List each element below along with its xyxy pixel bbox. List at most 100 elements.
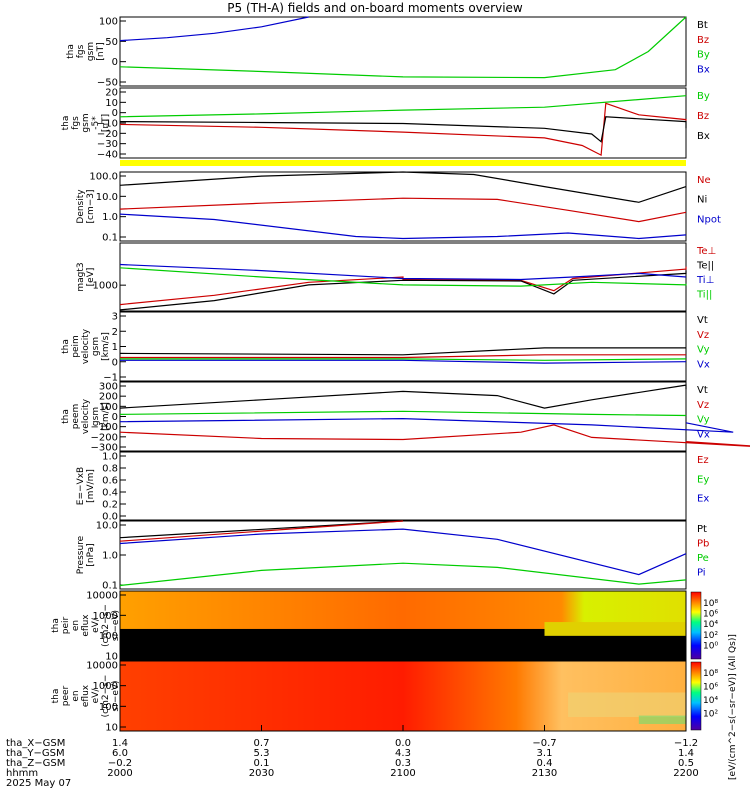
legend-black: Vt xyxy=(697,315,708,326)
colorbar-tick: 10² xyxy=(703,631,718,641)
colorbar-tick: 10⁶ xyxy=(703,683,718,693)
y-tick-label: 0.2 xyxy=(102,500,118,511)
series-line-Vt xyxy=(119,384,687,409)
y-tick-label: 1.0 xyxy=(102,551,118,562)
panel-5: 3 2 1 0 −1 thapeimvelocitygsm[km/s] Vt Vz Vy Vx xyxy=(61,311,710,384)
legend-blue: Npot xyxy=(697,214,721,225)
legend-blue: Vx xyxy=(697,359,710,370)
colorbar-label: [eV/(cm^2−s(−sr−eV)] (All Qs)] xyxy=(728,634,738,780)
series-line-Te⊥ xyxy=(119,266,687,306)
panel-frame xyxy=(119,381,687,452)
panel-frame xyxy=(119,16,687,87)
y-tick-label: 10.0 xyxy=(96,521,118,532)
series-line-Bx xyxy=(119,116,687,143)
y-tick-label: −200 xyxy=(91,432,118,443)
colorbar-tick: 10⁴ xyxy=(703,620,718,630)
legend-red: Ne xyxy=(697,175,711,186)
y-tick-label: 10.0 xyxy=(96,192,118,203)
legend-green: Vy xyxy=(697,415,710,426)
series-line-Vy xyxy=(120,358,687,361)
colorbar-tick: 10² xyxy=(703,710,718,720)
colorbar-tick: 10⁸ xyxy=(703,599,718,609)
legend-red: Vz xyxy=(697,330,709,341)
panel-7: 1.00.80.60.40.20.0 E=−VxB[mV/m] Ez Ey Ex xyxy=(76,451,709,523)
y-tick-label: −40 xyxy=(97,150,118,161)
panel-frame xyxy=(119,311,687,382)
series-line-Vz xyxy=(119,424,750,447)
legend-green: By xyxy=(697,50,710,61)
series-line-Bx xyxy=(119,16,309,42)
legend-red: Vz xyxy=(697,400,709,411)
series-line-Vz xyxy=(120,354,686,359)
legend-black: Bx xyxy=(697,131,710,142)
y-tick-label: 20 xyxy=(105,88,118,99)
colorbar-tick: 10⁸ xyxy=(703,669,718,679)
y-tick-label: 300 xyxy=(99,382,118,393)
y-axis-label: thapeimvelocitygsm[km/s] xyxy=(61,328,111,364)
series-line-Vx xyxy=(120,359,687,364)
spectrogram-patch xyxy=(544,622,686,636)
y-tick-label: 1 xyxy=(112,342,118,353)
panel-10: 10000 1000 100 10 thapeerenefluxeV/(cm2−s−sr… xyxy=(51,660,687,734)
legend-green: Ti|| xyxy=(696,290,712,301)
series-line-Pe xyxy=(119,562,687,587)
y-axis-label: thapeirenefluxeV/(cm2−s−sr−eV) xyxy=(51,604,121,647)
series-line-By xyxy=(119,95,687,118)
y-tick-label: −300 xyxy=(91,443,118,454)
colorbar-tick: 10⁴ xyxy=(703,696,718,706)
series-line-Vt xyxy=(119,347,686,356)
panel-frame xyxy=(119,451,687,521)
y-axis-label: thapeemvelocitygsm[km/s] xyxy=(61,398,111,434)
legend-green: Pe xyxy=(697,553,709,564)
y-tick-label: 100.0 xyxy=(89,172,118,183)
panel-9: 10000 1000 100 10 thapeirenefluxeV/(cm2−s−sr… xyxy=(51,590,687,663)
y-tick-label: 0 xyxy=(112,57,118,68)
series-line-Pi xyxy=(119,528,687,576)
y-axis-label: magt3[eV] xyxy=(76,262,96,291)
mode-bar xyxy=(120,160,686,166)
y-tick-label: 0.0 xyxy=(102,512,118,523)
y-tick-label: 3 xyxy=(112,312,118,323)
legend-green: Ey xyxy=(697,474,709,485)
colorbar-2: 10⁸ 10⁶ 10⁴ 10² xyxy=(690,661,718,731)
y-tick-label: 0.1 xyxy=(102,581,118,592)
panel-3: 100.0 10.0 1.0 0.1 Density[cm−3] Ne Ni Npot xyxy=(76,171,721,244)
y-tick-label: 0.4 xyxy=(102,488,118,499)
y-tick-label: 10 xyxy=(105,652,118,663)
legend-red: Ez xyxy=(697,455,709,466)
legend-blue: Ex xyxy=(697,494,709,505)
legend-green: Vy xyxy=(697,345,710,356)
spectrogram-patch xyxy=(568,692,686,717)
colorbar-tick: 10⁰ xyxy=(703,641,718,651)
legend-blue: Bx xyxy=(697,64,710,75)
y-tick-label: 10 xyxy=(105,98,118,109)
y-tick-label: 100 xyxy=(99,702,118,713)
legend-blue: Pi xyxy=(697,568,706,579)
y-axis-label: thafgsgsm[nT] xyxy=(66,42,106,61)
series-line-Ti⊥ xyxy=(119,263,687,281)
y-tick-label: 10000 xyxy=(86,661,118,672)
y-tick-label: 0.1 xyxy=(102,233,118,244)
y-tick-label: 1000 xyxy=(93,611,118,622)
y-tick-label: 0.6 xyxy=(102,476,118,487)
y-tick-label: −20 xyxy=(97,129,118,140)
legend-red: Te⊥ xyxy=(696,246,716,257)
legend-black: Te|| xyxy=(696,261,714,272)
series-line-Ne xyxy=(119,197,687,223)
legend-black: Pt xyxy=(697,524,707,535)
series-line-Ti|| xyxy=(119,267,687,287)
y-tick-label: −100 xyxy=(91,422,118,433)
y-tick-label: −50 xyxy=(97,78,118,89)
y-axis-label: Density[cm−3] xyxy=(76,189,96,224)
y-tick-label: 10 xyxy=(105,723,118,734)
y-axis-label: thapeerenefluxeV/(cm2−s−sr−eV) xyxy=(51,675,121,718)
panel-frame xyxy=(119,520,687,590)
y-tick-label: 0 xyxy=(112,357,118,368)
legend-red: Pb xyxy=(697,539,709,550)
legend-red: Bz xyxy=(697,35,709,46)
series-line-Npot xyxy=(119,213,687,240)
